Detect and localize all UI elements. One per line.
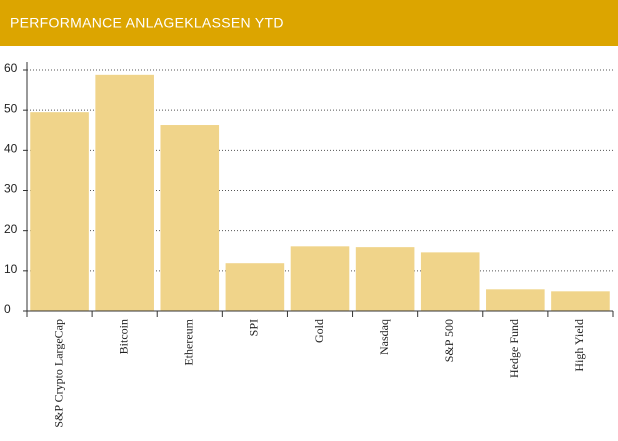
y-tick-label: 50 — [4, 101, 18, 115]
bar — [225, 263, 285, 311]
y-tick-label: 10 — [4, 262, 18, 276]
bar — [30, 112, 89, 311]
x-tick-label: Ethereum — [182, 318, 196, 365]
x-tick-label: Bitcoin — [116, 319, 130, 354]
x-tick-label: S&P 500 — [442, 319, 456, 362]
x-tick-label: Nasdaq — [377, 319, 391, 355]
bar — [551, 291, 610, 311]
y-tick-label: 0 — [4, 302, 11, 316]
x-tick-label: Gold — [312, 319, 326, 343]
y-tick-label: 20 — [4, 222, 18, 236]
x-tick-label: High Yield — [572, 319, 586, 372]
x-tick-label: Hedge Fund — [507, 319, 521, 378]
bar — [420, 252, 480, 311]
y-tick-label: 60 — [4, 61, 18, 75]
chart-title: PERFORMANCE ANLAGEKLASSEN YTD — [10, 15, 284, 31]
header-bar — [0, 0, 618, 46]
x-tick-label: S&P Crypto LargeCap — [51, 319, 65, 428]
bar — [290, 246, 350, 311]
bar — [160, 125, 220, 311]
x-tick-label: SPI — [247, 319, 261, 336]
bar — [95, 74, 154, 311]
bar — [355, 247, 415, 311]
y-tick-label: 40 — [4, 142, 18, 156]
bar — [486, 289, 545, 311]
y-tick-label: 30 — [4, 182, 18, 196]
